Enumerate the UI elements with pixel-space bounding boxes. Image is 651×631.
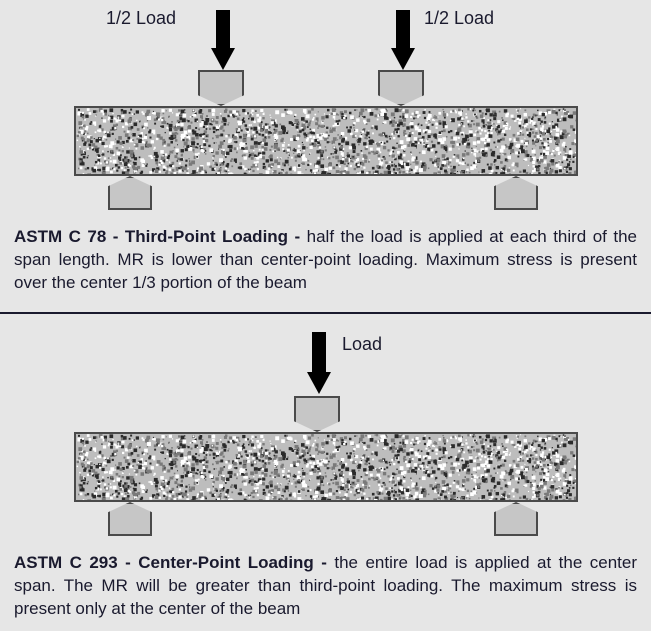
beam-support — [494, 502, 538, 536]
concrete-beam — [74, 106, 578, 176]
load-arrow-head-icon — [211, 48, 235, 70]
load-arrow-icon — [312, 332, 326, 372]
load-label: Load — [342, 334, 382, 355]
load-arrow-icon — [396, 10, 410, 48]
caption-1: ASTM C 78 - Third-Point Loading - half t… — [0, 220, 651, 305]
caption-2-title: ASTM C 293 - Center-Point Loading - — [14, 553, 334, 572]
beam-support — [494, 176, 538, 210]
load-pad — [294, 396, 340, 432]
load-arrow-head-icon — [391, 48, 415, 70]
diagram-2: Load — [0, 314, 651, 546]
beam-support — [108, 502, 152, 536]
concrete-beam — [74, 432, 578, 502]
caption-2: ASTM C 293 - Center-Point Loading - the … — [0, 546, 651, 631]
load-label: 1/2 Load — [424, 8, 494, 29]
figure-center-point-loading: Load ASTM C 293 - Center-Point Loading -… — [0, 312, 651, 626]
figure-third-point-loading: 1/2 Load 1/2 Load ASTM C 78 - Third-Point… — [0, 0, 651, 312]
load-pad — [378, 70, 424, 106]
load-label: 1/2 Load — [106, 8, 176, 29]
load-arrow-icon — [216, 10, 230, 48]
load-pad — [198, 70, 244, 106]
beam-support — [108, 176, 152, 210]
caption-1-title: ASTM C 78 - Third-Point Loading - — [14, 227, 307, 246]
diagram-1: 1/2 Load 1/2 Load — [0, 0, 651, 220]
load-arrow-head-icon — [307, 372, 331, 394]
